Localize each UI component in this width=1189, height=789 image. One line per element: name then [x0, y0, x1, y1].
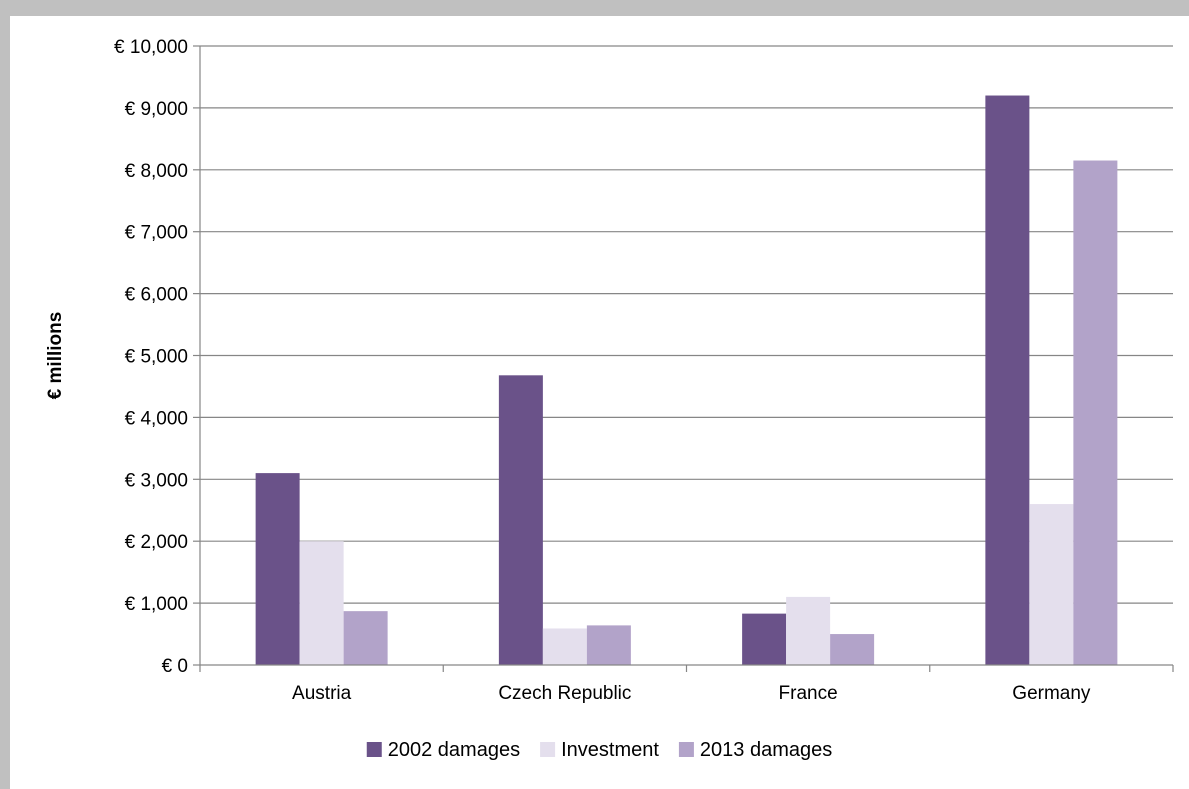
y-axis-label: € millions	[45, 312, 66, 400]
bar-investment	[542, 628, 587, 665]
legend-label: Investment	[561, 739, 659, 761]
legend-swatch	[678, 742, 694, 757]
y-tick-labels: € 0 € 1,000 € 2,000 € 3,000 € 4,000 € 5,000 € …	[114, 37, 188, 677]
bars	[255, 95, 1118, 665]
bar-2002-damages	[985, 95, 1030, 665]
bar-investment	[786, 596, 831, 665]
legend-label: 2013 damages	[700, 739, 832, 761]
legend-label: 2002 damages	[388, 739, 520, 761]
y-tick-label: € 10,000	[114, 37, 188, 58]
y-tick-label: € 3,000	[125, 470, 188, 491]
y-tick-label: € 1,000	[125, 594, 188, 615]
bar-2013-damages	[830, 634, 875, 665]
bar-2002-damages	[255, 473, 300, 665]
gridlines	[200, 45, 1173, 604]
bar-2002-damages	[498, 375, 543, 665]
legend: 2002 damages Investment 2013 damages	[366, 739, 832, 761]
y-tick-label: € 5,000	[125, 347, 188, 368]
x-tick-label: Czech Republic	[498, 683, 631, 704]
x-tick-label: Austria	[292, 683, 352, 704]
legend-swatch	[540, 742, 556, 757]
bar-2002-damages	[742, 613, 787, 665]
bar-investment	[299, 541, 344, 665]
bar-chart: € 0 € 1,000 € 2,000 € 3,000 € 4,000 € 5,000 € …	[45, 37, 1174, 761]
x-tick-label: Germany	[1012, 683, 1091, 704]
x-tick-labels: Austria Czech Republic France Germany	[292, 683, 1091, 704]
y-tick-label: € 2,000	[125, 532, 188, 553]
y-tick-label: € 9,000	[125, 99, 188, 120]
bar-2013-damages	[586, 625, 631, 665]
axes	[193, 45, 1174, 672]
y-tick-label: € 8,000	[125, 161, 188, 182]
bar-investment	[1029, 504, 1074, 665]
bar-2013-damages	[1073, 160, 1118, 665]
y-tick-label: € 4,000	[125, 408, 188, 429]
x-tick-label: France	[779, 683, 838, 704]
bar-2013-damages	[343, 611, 388, 665]
chart-frame: € 0 € 1,000 € 2,000 € 3,000 € 4,000 € 5,000 € …	[10, 16, 1189, 789]
legend-swatch	[366, 742, 382, 757]
y-tick-label: € 7,000	[125, 223, 188, 244]
y-tick-label: € 0	[162, 656, 188, 677]
y-tick-label: € 6,000	[125, 285, 188, 306]
